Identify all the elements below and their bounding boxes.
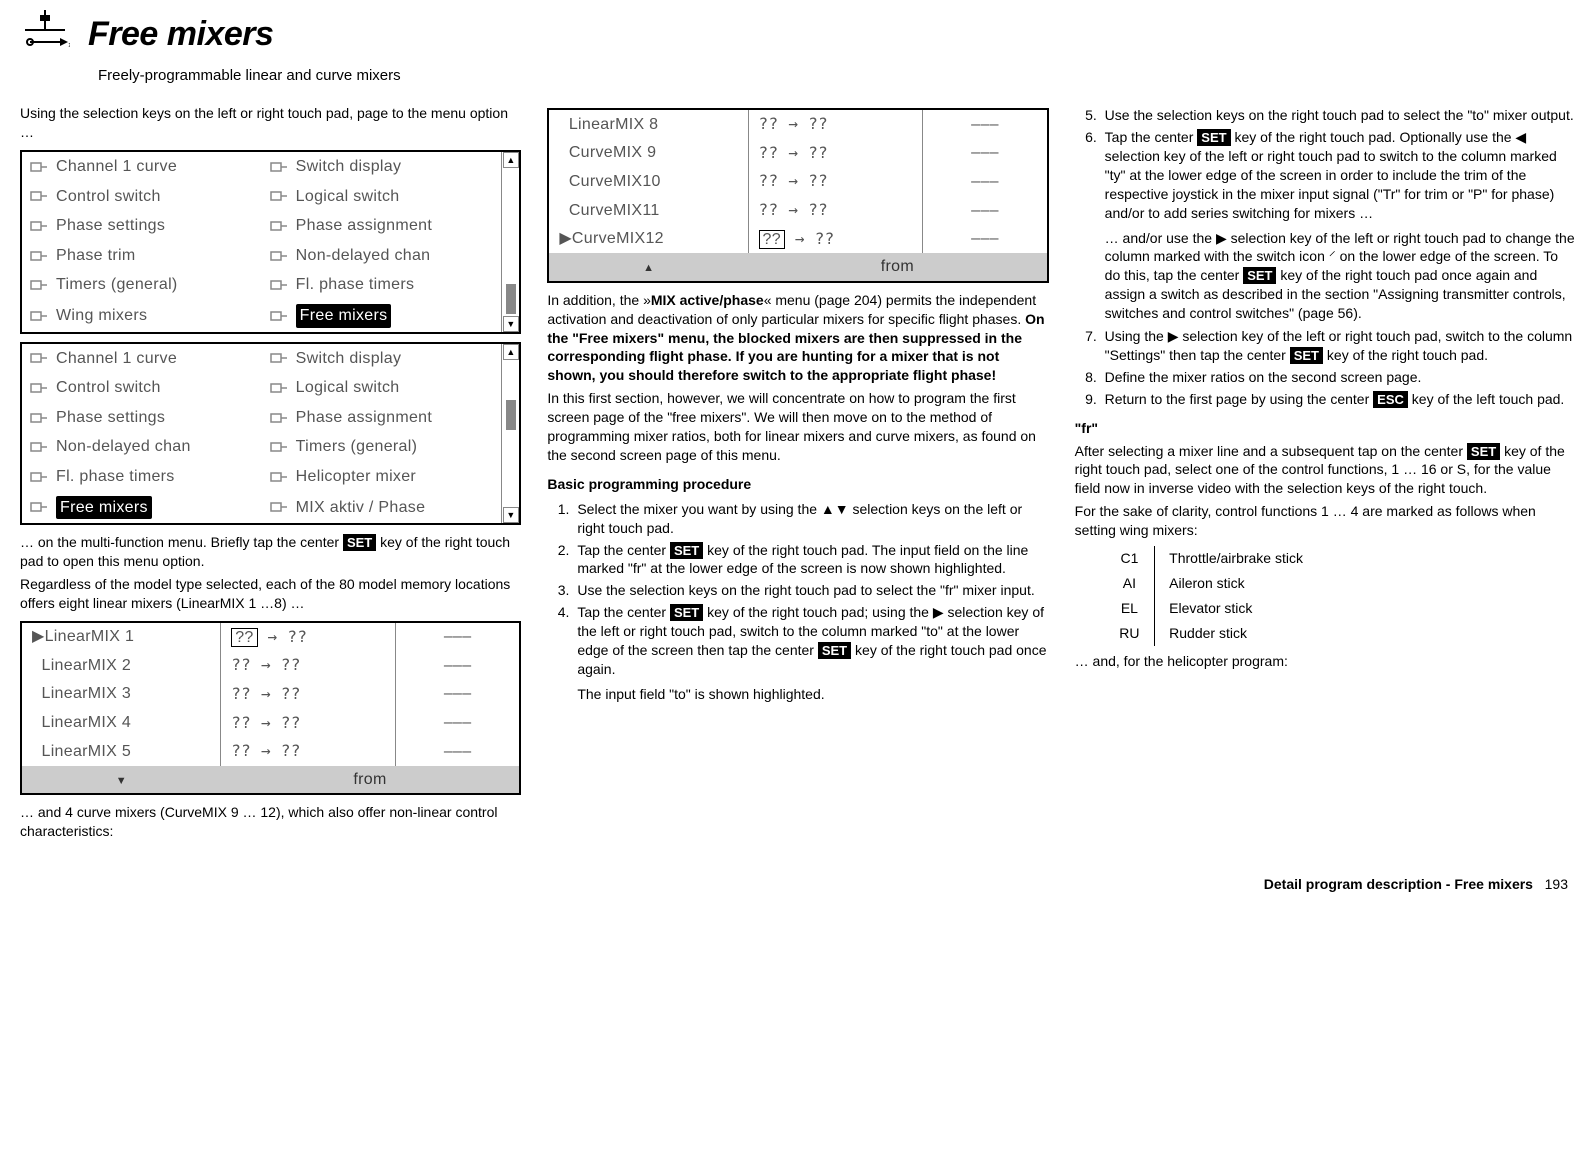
- linear-mix-table: ▶LinearMIX 1?? → ??––– LinearMIX 2?? → ?…: [20, 621, 521, 796]
- step-1: Select the mixer you want by using the ▲…: [573, 500, 1048, 538]
- table-row: C1Throttle/airbrake stick: [1105, 546, 1317, 571]
- procedure-list: Select the mixer you want by using the ▲…: [547, 500, 1048, 704]
- page-header: × Free mixers: [20, 10, 1576, 60]
- text: … and, for the helicopter program:: [1075, 652, 1576, 671]
- menu-item[interactable]: Helicopter mixer: [262, 462, 502, 492]
- section-heading: Basic programming procedure: [547, 475, 1048, 494]
- page-subtitle: Freely-programmable linear and curve mix…: [98, 66, 1576, 86]
- menu-item[interactable]: Phase settings: [22, 403, 262, 433]
- set-key: SET: [1467, 443, 1500, 460]
- set-key: SET: [670, 604, 703, 621]
- menu-item[interactable]: Fl. phase timers: [22, 462, 262, 492]
- svg-text:×: ×: [68, 40, 70, 50]
- table-row[interactable]: ▶CurveMIX12?? → ??–––: [548, 225, 1047, 254]
- table-row[interactable]: CurveMIX10?? → ??–––: [548, 167, 1047, 196]
- step-3: Use the selection keys on the right touc…: [573, 581, 1048, 600]
- fr-heading: "fr": [1075, 419, 1576, 438]
- table-row[interactable]: ▶LinearMIX 1?? → ??–––: [21, 622, 520, 652]
- intro-text: Using the selection keys on the left or …: [20, 104, 521, 142]
- table-row[interactable]: LinearMIX 3?? → ??–––: [21, 680, 520, 709]
- set-key: SET: [1290, 347, 1323, 364]
- table-row[interactable]: CurveMIX 9?? → ??–––: [548, 139, 1047, 168]
- table-row[interactable]: LinearMIX 5?? → ??–––: [21, 737, 520, 766]
- menu-item[interactable]: Phase trim: [22, 241, 262, 271]
- column-1: Using the selection keys on the left or …: [20, 100, 521, 845]
- menu-item[interactable]: Free mixers: [22, 492, 262, 524]
- menu-item[interactable]: Channel 1 curve: [22, 152, 262, 182]
- scroll-thumb[interactable]: [506, 284, 516, 314]
- menu-box-a: Channel 1 curveSwitch displayControl swi…: [20, 150, 521, 334]
- page-footer: Detail program description - Free mixers…: [20, 875, 1576, 894]
- scroll-thumb[interactable]: [506, 400, 516, 430]
- set-key: SET: [670, 542, 703, 559]
- text: In this first section, however, we will …: [547, 389, 1048, 465]
- procedure-list-cont: Use the selection keys on the right touc…: [1075, 106, 1576, 408]
- table-row: AIAileron stick: [1105, 571, 1317, 596]
- menu-item[interactable]: Timers (general): [262, 432, 502, 462]
- curve-mix-table: LinearMIX 8?? → ??––– CurveMIX 9?? → ??–…: [547, 108, 1048, 283]
- column-3: Use the selection keys on the right touc…: [1075, 100, 1576, 845]
- text: After selecting a mixer line and a subse…: [1075, 442, 1576, 499]
- menu-item[interactable]: Channel 1 curve: [22, 344, 262, 374]
- mixer-icon: ×: [20, 10, 70, 60]
- text: In addition, the »MIX active/phase« menu…: [547, 291, 1048, 385]
- scroll-down-icon[interactable]: ▼: [503, 316, 519, 332]
- scroll-up-icon[interactable]: ▲: [503, 344, 519, 360]
- table-row: RURudder stick: [1105, 621, 1317, 646]
- menu-item[interactable]: Phase settings: [22, 211, 262, 241]
- menu-item[interactable]: Switch display: [262, 344, 502, 374]
- control-function-table: C1Throttle/airbrake stickAIAileron stick…: [1105, 546, 1317, 646]
- text: … and 4 curve mixers (CurveMIX 9 … 12), …: [20, 803, 521, 841]
- scrollbar[interactable]: ▲ ▼: [501, 344, 519, 524]
- text: Regardless of the model type selected, e…: [20, 575, 521, 613]
- menu-item[interactable]: Non-delayed chan: [262, 241, 502, 271]
- menu-item[interactable]: Timers (general): [22, 270, 262, 300]
- menu-box-b: Channel 1 curveSwitch displayControl swi…: [20, 342, 521, 526]
- menu-item[interactable]: Phase assignment: [262, 403, 502, 433]
- step-8: Define the mixer ratios on the second sc…: [1101, 368, 1576, 387]
- menu-item[interactable]: Logical switch: [262, 373, 502, 403]
- menu-item[interactable]: Fl. phase timers: [262, 270, 502, 300]
- menu-item[interactable]: MIX aktiv / Phase: [262, 492, 502, 524]
- text: For the sake of clarity, control functio…: [1075, 502, 1576, 540]
- table-row[interactable]: LinearMIX 2?? → ??–––: [21, 651, 520, 680]
- menu-item[interactable]: Free mixers: [262, 300, 502, 332]
- set-key: SET: [818, 642, 851, 659]
- table-row[interactable]: LinearMIX 4?? → ??–––: [21, 709, 520, 738]
- table-row: ELElevator stick: [1105, 596, 1317, 621]
- step-7: Using the ▶ selection key of the left or…: [1101, 327, 1576, 365]
- menu-item[interactable]: Switch display: [262, 152, 502, 182]
- table-row[interactable]: LinearMIX 8?? → ??–––: [548, 109, 1047, 139]
- page-title: Free mixers: [88, 12, 273, 58]
- scroll-down-icon[interactable]: ▼: [503, 507, 519, 523]
- step-4: Tap the center SET key of the right touc…: [573, 603, 1048, 703]
- esc-key: ESC: [1373, 391, 1408, 408]
- set-key: SET: [1197, 129, 1230, 146]
- set-key: SET: [343, 534, 376, 551]
- menu-item[interactable]: Wing mixers: [22, 300, 262, 332]
- step-5: Use the selection keys on the right touc…: [1101, 106, 1576, 125]
- scroll-up-icon[interactable]: ▲: [503, 152, 519, 168]
- menu-item[interactable]: Control switch: [22, 373, 262, 403]
- set-key: SET: [1243, 267, 1276, 284]
- step-9: Return to the first page by using the ce…: [1101, 390, 1576, 409]
- menu-item[interactable]: Control switch: [22, 182, 262, 212]
- column-2: LinearMIX 8?? → ??––– CurveMIX 9?? → ??–…: [547, 100, 1048, 845]
- step-2: Tap the center SET key of the right touc…: [573, 541, 1048, 579]
- step-6: Tap the center SET key of the right touc…: [1101, 128, 1576, 323]
- menu-item[interactable]: Logical switch: [262, 182, 502, 212]
- text: … on the multi-function menu. Briefly ta…: [20, 533, 521, 571]
- menu-item[interactable]: Phase assignment: [262, 211, 502, 241]
- menu-item[interactable]: Non-delayed chan: [22, 432, 262, 462]
- table-row[interactable]: CurveMIX11?? → ??–––: [548, 196, 1047, 225]
- scrollbar[interactable]: ▲ ▼: [501, 152, 519, 332]
